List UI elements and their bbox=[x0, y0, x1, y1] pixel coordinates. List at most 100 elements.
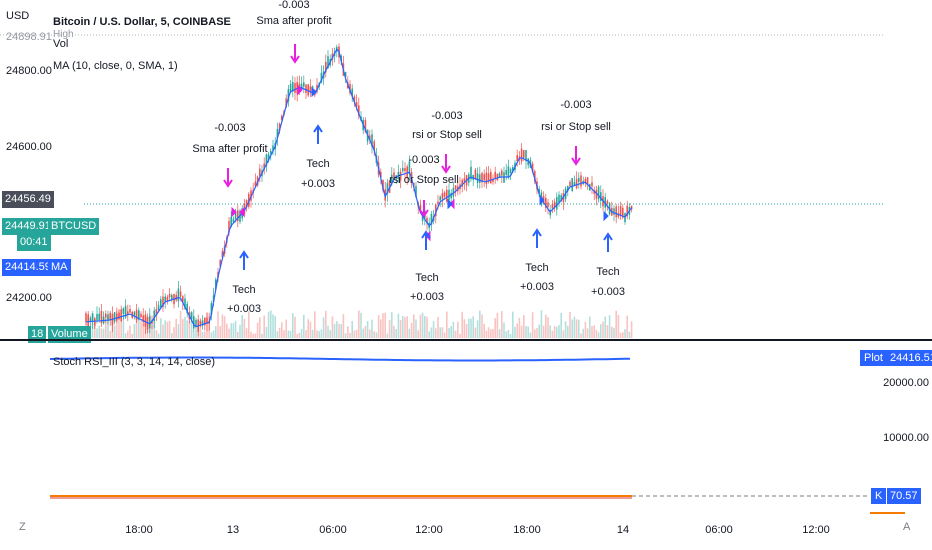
btc-series-tag[interactable]: BTCUSD bbox=[48, 218, 100, 235]
volume-bar bbox=[534, 329, 536, 338]
volume-bar bbox=[182, 319, 184, 338]
auto-scale-button[interactable]: A bbox=[903, 521, 911, 533]
symbol-title[interactable]: Bitcoin / U.S. Dollar, 5, COINBASE bbox=[53, 16, 231, 28]
signal-label: +0.003 bbox=[520, 281, 554, 293]
volume-bar bbox=[540, 310, 543, 338]
candle-body bbox=[584, 178, 587, 184]
candle-body bbox=[571, 178, 573, 191]
volume-bar bbox=[179, 310, 182, 338]
candle-body bbox=[556, 197, 558, 210]
candle-body bbox=[408, 161, 411, 175]
volume-bar bbox=[316, 330, 318, 338]
volume-bar bbox=[586, 328, 589, 338]
volume-bar bbox=[144, 317, 147, 338]
signal-label: rsi or Stop sell bbox=[541, 121, 611, 133]
volume-bars bbox=[85, 310, 633, 338]
time-axis-label: 12:00 bbox=[802, 524, 830, 536]
candle-body bbox=[204, 317, 206, 326]
k-label-tag[interactable]: K bbox=[871, 488, 887, 504]
volume-bar bbox=[578, 319, 580, 338]
time-axis-label: 14 bbox=[616, 524, 630, 536]
candle-body bbox=[463, 178, 466, 183]
volume-bar bbox=[151, 324, 153, 338]
zoom-button[interactable]: Z bbox=[19, 521, 26, 533]
plot-label-tag[interactable]: Plot bbox=[860, 350, 887, 366]
price-chart[interactable]: -0.003 Sma after profit -0.003 Sma after… bbox=[0, 0, 932, 340]
candle-body bbox=[182, 296, 184, 303]
volume-bar bbox=[608, 315, 611, 338]
candle-body bbox=[622, 207, 624, 218]
candle-body bbox=[476, 173, 479, 183]
volume-bar bbox=[223, 316, 226, 338]
candle-body bbox=[305, 84, 307, 94]
volume-bar bbox=[327, 325, 329, 338]
ma-series-tag[interactable]: MA bbox=[48, 259, 71, 276]
time-axis-label: 13 bbox=[226, 524, 240, 536]
volume-series-tag[interactable]: Volume bbox=[48, 326, 91, 343]
candle-body bbox=[351, 88, 353, 97]
plot-line bbox=[49, 356, 630, 362]
volume-bar bbox=[630, 321, 633, 338]
candle-body bbox=[263, 163, 265, 170]
volume-bar bbox=[408, 328, 411, 338]
candle-body bbox=[221, 251, 224, 258]
volume-bar bbox=[228, 328, 230, 338]
signal-label: -0.003 bbox=[278, 0, 309, 11]
pane-separator[interactable] bbox=[0, 339, 932, 341]
volume-bar bbox=[215, 326, 217, 338]
volume-bar bbox=[518, 317, 521, 338]
volume-bar bbox=[94, 320, 96, 338]
countdown-tag: 00:41 bbox=[17, 234, 51, 251]
volume-bar bbox=[314, 311, 316, 338]
candle-body bbox=[219, 260, 221, 267]
volume-bar bbox=[377, 315, 380, 338]
volume-bar bbox=[437, 317, 439, 338]
sell-arrow-icon bbox=[297, 84, 303, 96]
volume-bar bbox=[250, 331, 252, 338]
candle-body bbox=[355, 102, 358, 108]
candle-body bbox=[179, 291, 182, 297]
candle-body bbox=[371, 134, 373, 147]
volume-bar bbox=[547, 317, 549, 338]
volume-bar bbox=[485, 330, 488, 338]
indicator-chart[interactable] bbox=[0, 341, 932, 516]
time-axis-label: 06:00 bbox=[319, 524, 347, 536]
candle-body bbox=[534, 171, 536, 182]
candle-body bbox=[501, 170, 503, 176]
candle-body bbox=[560, 195, 562, 201]
volume-bar bbox=[307, 319, 309, 338]
candle-body bbox=[578, 177, 580, 182]
candle-body bbox=[109, 312, 111, 321]
volume-bar bbox=[450, 326, 452, 338]
candle-body bbox=[122, 308, 125, 314]
candle-body bbox=[492, 178, 494, 182]
signal-label: +0.003 bbox=[410, 291, 444, 303]
volume-bar bbox=[270, 310, 272, 338]
candle-body bbox=[591, 182, 593, 187]
volume-bar bbox=[342, 314, 345, 338]
overlap-price-label: 24898.91 bbox=[6, 31, 52, 43]
indicator-title[interactable]: Stoch RSI_III (3, 3, 14, 14, close) bbox=[53, 356, 216, 368]
volume-bar bbox=[395, 329, 397, 338]
volume-bar bbox=[91, 310, 94, 338]
volume-bar bbox=[617, 314, 620, 338]
volume-bar bbox=[232, 323, 235, 338]
candle-body bbox=[404, 168, 406, 172]
signal-label: Tech bbox=[596, 266, 619, 278]
candle-body bbox=[344, 71, 347, 77]
volume-bar bbox=[243, 318, 246, 338]
candle-body bbox=[452, 187, 455, 197]
volume-bar bbox=[331, 316, 334, 338]
volume-bar bbox=[483, 323, 485, 338]
volume-bar bbox=[164, 320, 166, 338]
volume-bar bbox=[340, 324, 342, 338]
candle-body bbox=[443, 192, 446, 197]
ma-legend[interactable]: MA (10, close, 0, SMA, 1) bbox=[53, 60, 178, 72]
candle-body bbox=[118, 312, 120, 320]
buy-signal-markers bbox=[239, 86, 613, 270]
candle-body bbox=[545, 197, 547, 208]
candle-body bbox=[138, 310, 140, 320]
volume-bar bbox=[120, 314, 122, 338]
candle-body bbox=[91, 313, 94, 322]
candle-body bbox=[435, 204, 437, 217]
